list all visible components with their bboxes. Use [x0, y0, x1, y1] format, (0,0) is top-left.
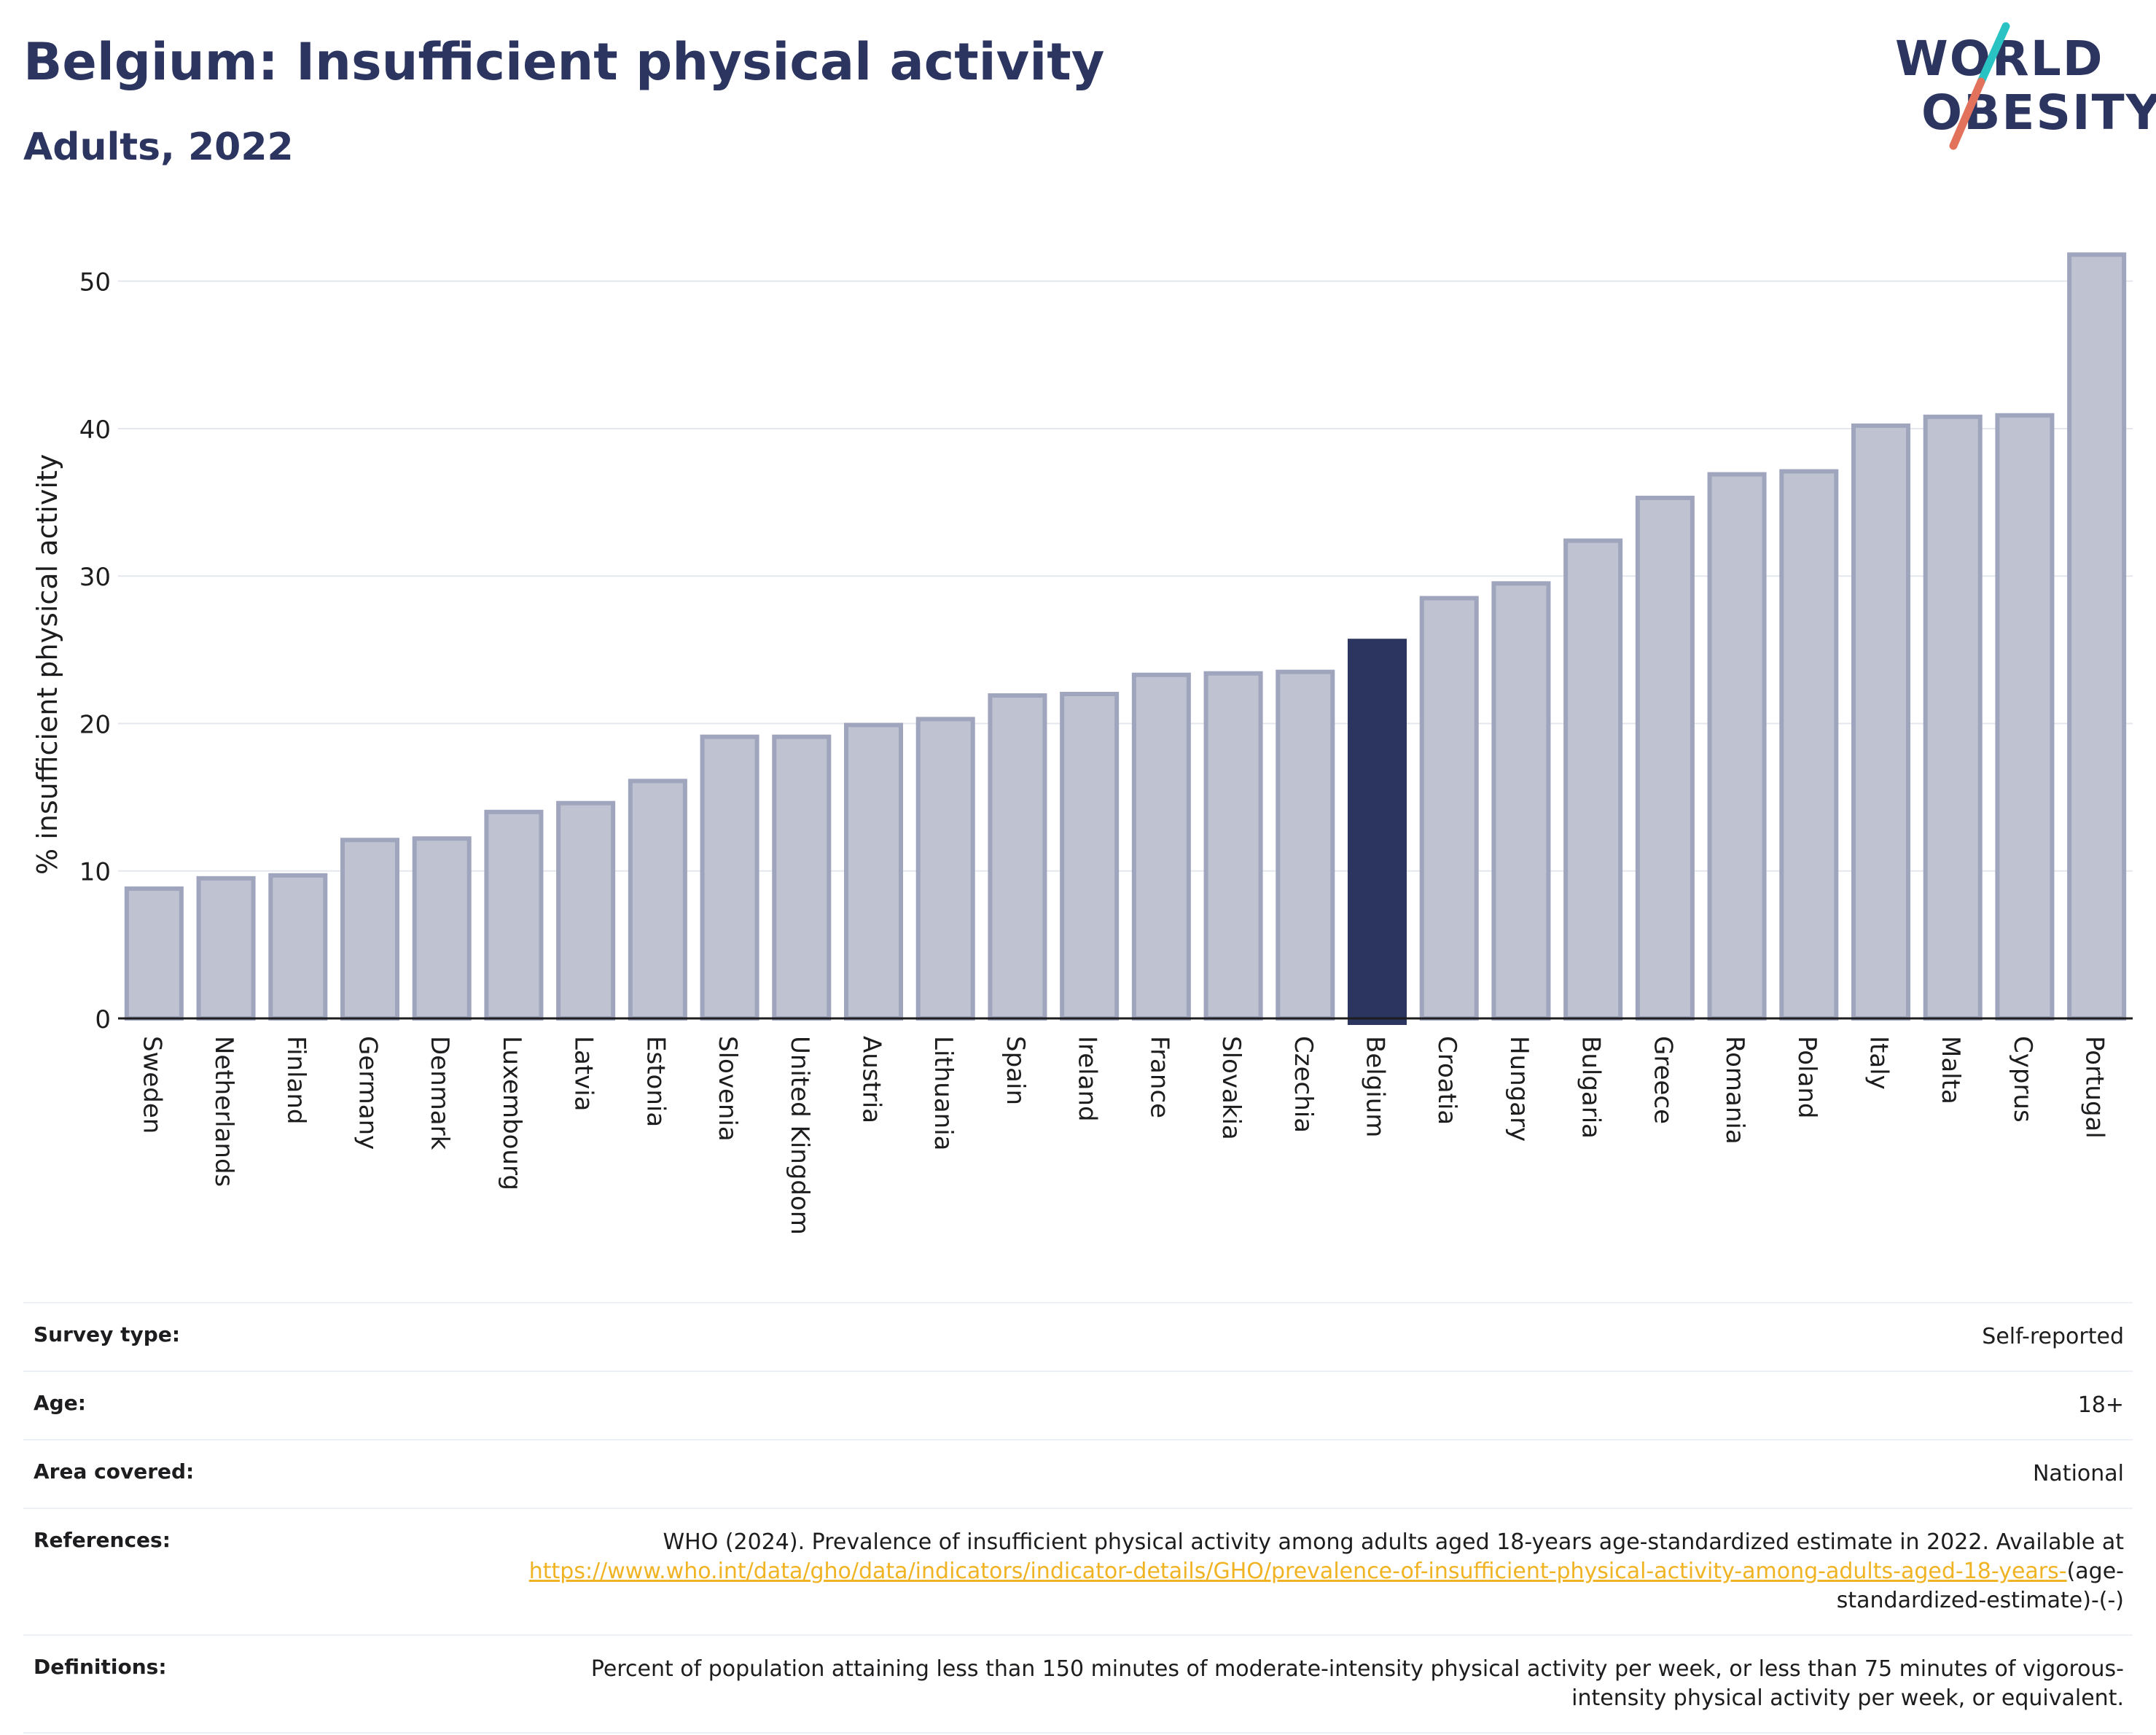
bar-denmark — [412, 836, 472, 1021]
x-tick-label: Germany — [354, 1036, 383, 1150]
x-tick-label: Croatia — [1432, 1036, 1461, 1125]
bar-malta — [1923, 414, 1983, 1021]
x-tick-label: Czechia — [1289, 1036, 1318, 1133]
bar-estonia — [628, 779, 687, 1021]
y-tick-label: 10 — [79, 858, 111, 887]
y-tick-label: 30 — [79, 563, 111, 592]
bar-croatia — [1419, 596, 1479, 1021]
references-value: WHO (2024). Prevalence of insufficient p… — [520, 1528, 2124, 1615]
age-label: Age: — [34, 1391, 86, 1415]
definitions-value: Percent of population attaining less tha… — [590, 1656, 2124, 1711]
bar-lithuania — [915, 717, 975, 1021]
page-title: Belgium: Insufficient physical activity — [23, 32, 1105, 92]
bar-germany — [340, 838, 400, 1021]
bar-czechia — [1276, 669, 1335, 1021]
x-tick-label: Latvia — [569, 1036, 598, 1112]
bar-austria — [843, 722, 904, 1021]
x-tick-label: Ireland — [1073, 1036, 1102, 1122]
y-axis-title: % insufficient physical activity — [31, 454, 63, 875]
survey-type-label: Survey type: — [34, 1322, 181, 1346]
x-tick-label: Belgium — [1361, 1036, 1390, 1137]
references-link[interactable]: https://www.who.int/data/gho/data/indica… — [528, 1559, 2067, 1584]
bar-ireland — [1060, 692, 1120, 1021]
x-tick-label: Portugal — [2080, 1036, 2109, 1139]
meta-row-references: References: WHO (2024). Prevalence of in… — [23, 1509, 2133, 1636]
metadata-table: Survey type: Self-reported Age: 18+ Area… — [23, 1302, 2133, 1734]
x-axis-labels: Sweden Netherlands Finland Germany Denmark Lu… — [137, 1036, 2109, 1235]
bar-poland — [1779, 469, 1839, 1021]
bar-hungary — [1491, 581, 1551, 1021]
x-tick-label: Greece — [1648, 1036, 1677, 1124]
x-tick-label: Poland — [1792, 1036, 1821, 1119]
x-tick-label: Spain — [1001, 1036, 1030, 1105]
x-tick-label: Denmark — [425, 1036, 454, 1150]
x-tick-label: Italy — [1864, 1036, 1894, 1090]
x-tick-label: Slovakia — [1216, 1036, 1246, 1140]
x-tick-label: Netherlands — [209, 1036, 238, 1187]
x-tick-label: Bulgaria — [1577, 1036, 1606, 1139]
bar-finland — [268, 873, 328, 1021]
y-tick-label: 40 — [79, 416, 111, 445]
y-axis-ticks: 0 10 20 30 40 50 — [79, 268, 111, 1034]
references-link-suffix: (age-standardized-estimate)-(-) — [1836, 1559, 2124, 1613]
area-value: National — [2032, 1461, 2124, 1486]
bar-portugal — [2067, 252, 2127, 1021]
x-tick-label: Romania — [1720, 1036, 1749, 1145]
world-obesity-logo: WORLD OBESITY — [1895, 22, 2156, 153]
bar-romania — [1707, 472, 1767, 1021]
x-tick-label: Estonia — [641, 1036, 670, 1127]
x-tick-label: Malta — [1936, 1036, 1965, 1104]
area-label: Area covered: — [34, 1459, 195, 1483]
bar-united-kingdom — [772, 734, 832, 1021]
bar-spain — [988, 693, 1047, 1021]
survey-type-value: Self-reported — [1982, 1324, 2124, 1349]
meta-row-survey-type: Survey type: Self-reported — [23, 1303, 2133, 1372]
y-tick-label: 50 — [79, 268, 111, 297]
bar-belgium — [1347, 639, 1407, 1025]
definitions-label: Definitions: — [34, 1655, 167, 1679]
bar-chart: Sweden Netherlands Finland Germany Denmark Lu… — [31, 252, 2133, 1235]
meta-row-area: Area covered: National — [23, 1440, 2133, 1509]
meta-row-definitions: Definitions: Percent of population attai… — [23, 1636, 2133, 1734]
x-tick-label: Sweden — [137, 1036, 166, 1134]
x-tick-label: France — [1144, 1036, 1173, 1118]
page-subtitle: Adults, 2022 — [23, 125, 294, 169]
bar-cyprus — [1995, 413, 2055, 1021]
references-text: WHO (2024). Prevalence of insufficient p… — [663, 1529, 2124, 1555]
x-tick-label: Cyprus — [2008, 1036, 2037, 1123]
references-label: References: — [34, 1528, 171, 1552]
bar-luxembourg — [484, 809, 544, 1021]
bar-slovakia — [1203, 671, 1263, 1021]
bar-sweden — [124, 886, 184, 1021]
bars — [124, 252, 2127, 1025]
bar-netherlands — [196, 876, 256, 1021]
bar-latvia — [556, 800, 616, 1021]
x-tick-label: Slovenia — [713, 1036, 742, 1142]
y-tick-label: 20 — [79, 710, 111, 739]
logo-slash-icon — [1949, 22, 2010, 150]
bar-italy — [1851, 423, 1911, 1021]
bar-slovenia — [700, 734, 759, 1021]
x-tick-label: United Kingdom — [785, 1036, 814, 1235]
bar-france — [1131, 672, 1191, 1021]
y-tick-label: 0 — [95, 1005, 111, 1034]
x-tick-label: Finland — [281, 1036, 310, 1125]
x-tick-label: Lithuania — [929, 1036, 958, 1150]
age-value: 18+ — [2077, 1392, 2124, 1418]
x-tick-label: Luxembourg — [497, 1036, 526, 1190]
bar-bulgaria — [1563, 538, 1623, 1021]
x-tick-label: Austria — [857, 1036, 886, 1123]
bar-greece — [1635, 496, 1695, 1021]
meta-row-age: Age: 18+ — [23, 1372, 2133, 1440]
x-tick-label: Hungary — [1504, 1036, 1534, 1142]
